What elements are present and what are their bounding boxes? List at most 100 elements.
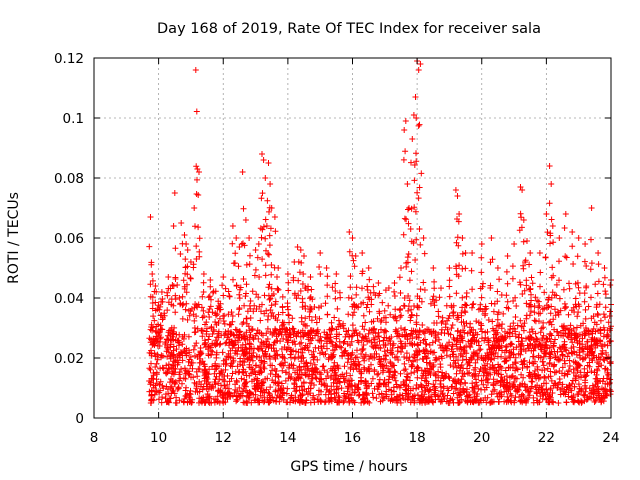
- data-point: [512, 294, 519, 301]
- data-point: [415, 334, 422, 341]
- data-point: [556, 277, 562, 284]
- data-point: [170, 343, 177, 350]
- data-point: [233, 283, 240, 289]
- data-point: [310, 354, 317, 361]
- data-point: [342, 333, 349, 340]
- data-point: [368, 361, 374, 368]
- data-point: [164, 292, 171, 299]
- data-point: [321, 381, 328, 388]
- data-point: [592, 397, 599, 404]
- data-point: [469, 250, 476, 256]
- data-point: [400, 382, 407, 388]
- data-point: [488, 235, 495, 241]
- data-point: [266, 341, 273, 348]
- data-point: [147, 366, 154, 373]
- data-point: [241, 302, 248, 309]
- data-point: [225, 353, 232, 360]
- data-point: [544, 302, 550, 309]
- data-point: [348, 295, 355, 302]
- data-point: [404, 259, 411, 266]
- data-point: [245, 323, 252, 330]
- data-point: [519, 187, 526, 193]
- data-point: [170, 371, 177, 378]
- data-point: [594, 310, 601, 317]
- data-point: [521, 287, 528, 294]
- data-point: [500, 310, 507, 317]
- data-point: [289, 315, 296, 322]
- data-point: [323, 386, 330, 393]
- data-point: [588, 342, 595, 349]
- data-point: [551, 340, 557, 347]
- data-point: [212, 319, 219, 325]
- data-point: [344, 341, 351, 347]
- data-point: [248, 399, 255, 406]
- data-point: [423, 359, 430, 366]
- data-point: [236, 368, 243, 375]
- data-point: [470, 326, 477, 333]
- data-point: [453, 290, 460, 297]
- data-point: [576, 344, 583, 351]
- data-point: [533, 375, 540, 382]
- data-point: [235, 263, 242, 270]
- data-point: [539, 358, 546, 365]
- data-point: [528, 347, 535, 354]
- data-point: [595, 354, 602, 361]
- data-point: [460, 318, 467, 325]
- data-point: [391, 288, 398, 295]
- data-point: [272, 298, 279, 305]
- data-point: [547, 368, 554, 375]
- data-point: [319, 363, 326, 370]
- data-point: [290, 347, 297, 354]
- data-point: [318, 388, 324, 395]
- data-point: [586, 359, 593, 366]
- data-point: [602, 304, 609, 311]
- data-point: [332, 396, 339, 403]
- data-point: [279, 304, 286, 311]
- data-point: [553, 292, 560, 299]
- data-point: [165, 398, 171, 405]
- data-point: [292, 388, 299, 395]
- data-point: [412, 208, 419, 215]
- data-point: [302, 360, 309, 367]
- data-point: [187, 307, 194, 314]
- data-point: [341, 392, 348, 399]
- data-point: [313, 365, 320, 372]
- data-point: [201, 341, 208, 348]
- data-point: [530, 337, 537, 343]
- data-point: [575, 309, 582, 316]
- data-point: [293, 383, 300, 390]
- data-point: [564, 353, 571, 360]
- data-point: [216, 341, 223, 348]
- data-point: [453, 370, 460, 377]
- data-point: [482, 394, 489, 401]
- data-point: [167, 395, 174, 402]
- data-point: [528, 297, 535, 304]
- data-point: [533, 386, 540, 393]
- data-point: [390, 340, 397, 347]
- data-point: [296, 364, 303, 371]
- data-point: [355, 392, 362, 399]
- data-point: [560, 327, 567, 334]
- data-point: [277, 394, 284, 401]
- data-point: [469, 286, 476, 293]
- data-point: [333, 271, 340, 277]
- data-point: [299, 327, 306, 334]
- data-point: [360, 345, 367, 352]
- data-point: [551, 369, 558, 376]
- data-point: [504, 330, 511, 337]
- data-point: [459, 337, 466, 344]
- data-point: [460, 373, 466, 380]
- data-point: [241, 333, 248, 340]
- data-point: [162, 339, 169, 346]
- data-point: [489, 362, 496, 368]
- data-point: [370, 283, 377, 290]
- y-tick-label: 0: [75, 411, 84, 427]
- data-point: [369, 375, 376, 382]
- data-point: [520, 238, 527, 245]
- data-point: [362, 319, 369, 326]
- data-point: [151, 317, 158, 324]
- data-point: [505, 305, 512, 312]
- data-point: [341, 379, 348, 386]
- data-point: [436, 355, 443, 362]
- data-point: [436, 294, 443, 301]
